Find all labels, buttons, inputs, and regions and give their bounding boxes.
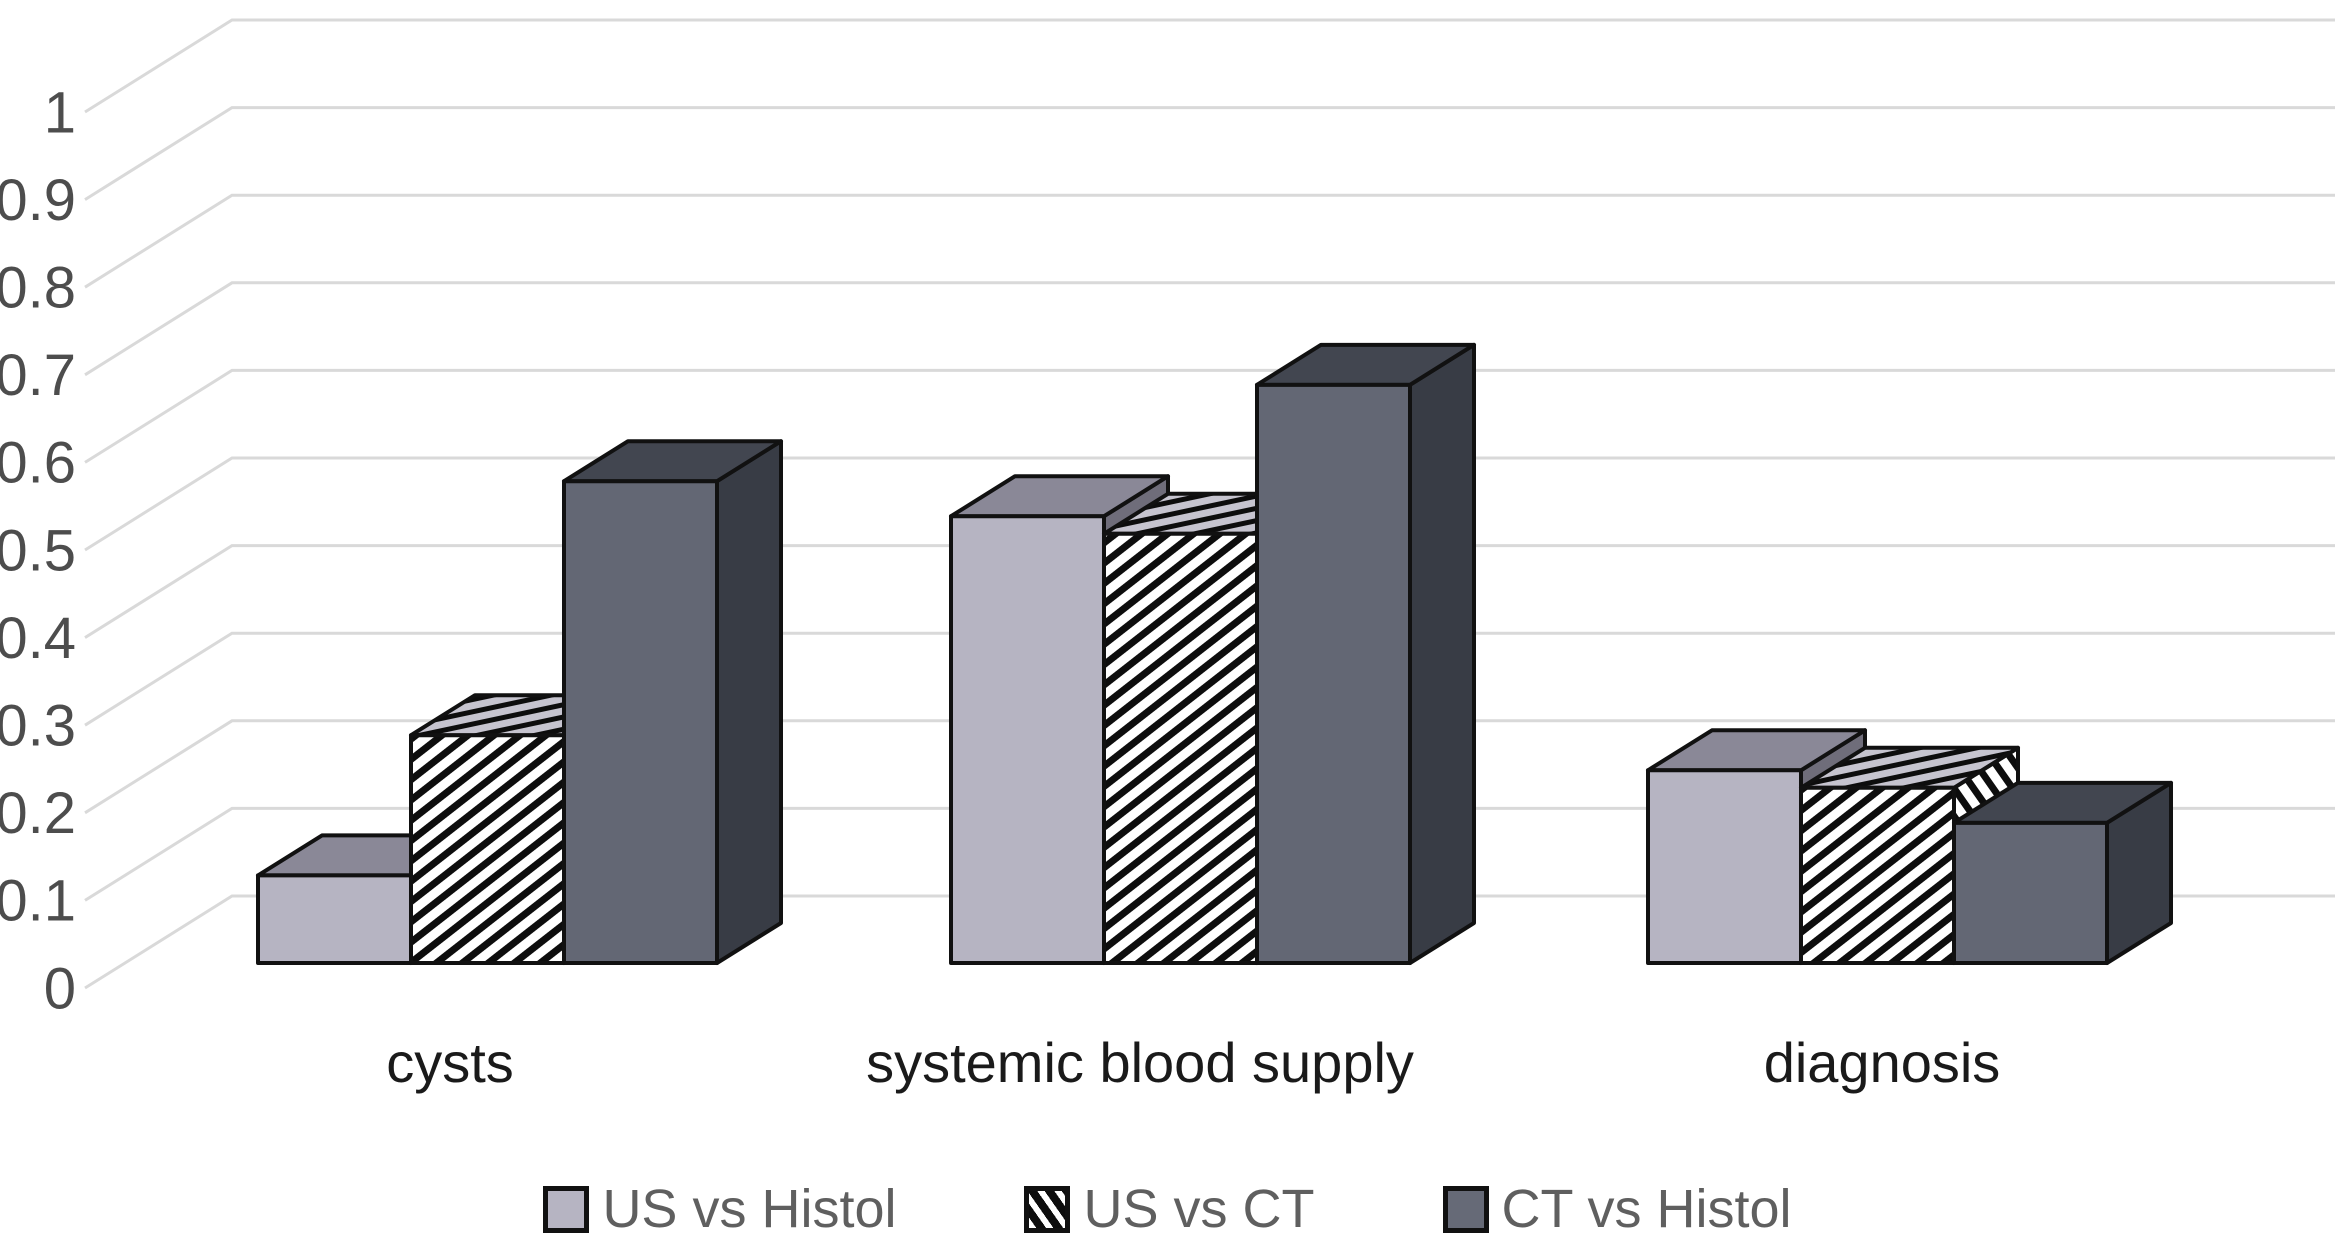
category-label: diagnosis [1764, 1031, 2001, 1094]
legend-item-ct-vs-histol: CT vs Histol [1442, 1178, 1792, 1240]
y-axis-label: 0.5 [0, 518, 76, 583]
y-axis-label: 0.3 [0, 694, 76, 759]
gridline [84, 18, 2335, 114]
gridline [84, 894, 2335, 990]
y-axis-label: 0.7 [0, 343, 76, 408]
y-axis-label: 0.6 [0, 431, 76, 496]
legend-label-us-vs-histol: US vs Histol [602, 1179, 897, 1239]
y-axis-label: 0.9 [0, 168, 76, 233]
gridline [84, 631, 2335, 727]
gridline [84, 368, 2335, 464]
bar-front-face [256, 873, 413, 966]
category-label: cysts [386, 1031, 514, 1094]
legend: US vs Histol US vs CT CT vs Histol [0, 1178, 2335, 1240]
bar-front-face [1255, 382, 1412, 965]
y-axis-labels: 0 0.1 0.2 0.3 0.4 0.5 0.6 0.7 0.8 0.9 1 [0, 80, 76, 1021]
legend-label-ct-vs-histol: CT vs Histol [1501, 1179, 1792, 1239]
legend-label-us-vs-ct: US vs CT [1083, 1179, 1315, 1239]
gridline [84, 806, 2335, 902]
gridline [84, 544, 2335, 639]
legend-swatch-us-vs-histol [543, 1185, 590, 1233]
gridlines [84, 18, 2335, 990]
legend-item-us-vs-ct: US vs CT [1024, 1178, 1315, 1240]
bar-side-face [715, 439, 783, 965]
category-labels: cysts systemic blood supply diagnosis [386, 1031, 2000, 1094]
legend-swatch-us-vs-ct [1024, 1185, 1071, 1233]
gridline [84, 193, 2335, 289]
y-axis-label: 0.8 [0, 256, 76, 321]
y-axis-label: 0.4 [0, 606, 76, 671]
bar-front-face [1646, 768, 1803, 966]
y-axis-label: 1 [44, 80, 76, 145]
bar-front-face [1102, 531, 1259, 965]
gridline [84, 106, 2335, 201]
category-label: systemic blood supply [866, 1031, 1414, 1094]
legend-swatch-ct-vs-histol [1442, 1185, 1489, 1233]
y-axis-label: 0 [44, 956, 76, 1021]
bar-front-face [1952, 820, 2109, 966]
bars [256, 342, 2173, 966]
gridline [84, 719, 2335, 815]
bar-front-face [562, 479, 719, 965]
legend-item-us-vs-histol: US vs Histol [543, 1178, 896, 1240]
bar-front-face [1799, 785, 1956, 965]
y-axis-label: 0.2 [0, 781, 76, 846]
bar-side-face [1408, 342, 1476, 965]
y-axis-label: 0.1 [0, 869, 76, 934]
bar-front-face [409, 733, 566, 965]
bar-front-face [949, 514, 1106, 965]
gridline [84, 281, 2335, 377]
gridline [84, 456, 2335, 552]
